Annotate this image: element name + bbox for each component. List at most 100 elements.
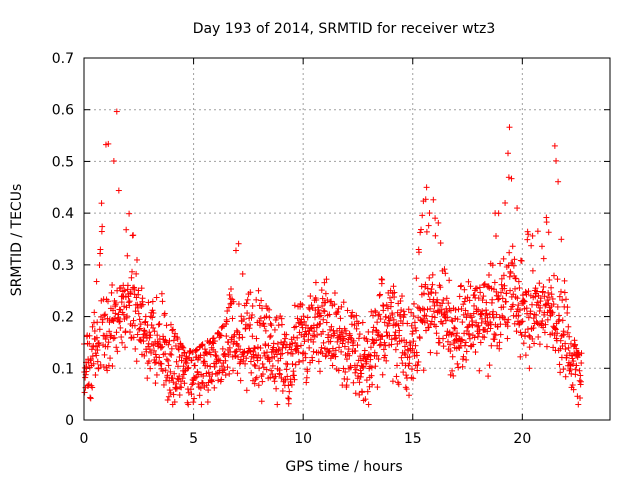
data-point	[405, 362, 412, 369]
data-point	[343, 382, 350, 389]
data-point	[122, 293, 129, 300]
data-point	[530, 315, 537, 322]
data-point	[254, 344, 261, 351]
data-point	[137, 337, 144, 344]
data-point	[255, 382, 262, 389]
data-point	[566, 333, 573, 340]
data-point	[466, 297, 473, 304]
data-point	[122, 328, 129, 335]
data-point	[497, 321, 504, 328]
data-point	[359, 389, 366, 396]
data-point	[564, 309, 571, 316]
data-point	[225, 351, 232, 358]
data-point	[187, 386, 194, 393]
data-point	[321, 308, 328, 315]
data-point	[408, 322, 415, 329]
data-point	[351, 322, 358, 329]
data-point	[558, 236, 565, 243]
data-point	[404, 320, 411, 327]
data-point	[471, 292, 478, 299]
data-point	[554, 276, 561, 283]
data-point	[560, 366, 567, 373]
data-point	[308, 302, 315, 309]
data-point	[141, 328, 148, 335]
data-point	[137, 321, 144, 328]
data-point	[549, 309, 556, 316]
data-point	[461, 286, 468, 293]
data-point	[481, 280, 488, 287]
data-point	[136, 326, 143, 333]
data-point	[136, 316, 143, 323]
data-point	[376, 292, 383, 299]
data-point	[341, 343, 348, 350]
data-point	[500, 304, 507, 311]
data-point	[420, 290, 427, 297]
data-point	[518, 332, 525, 339]
data-point	[527, 308, 534, 315]
data-point	[259, 360, 266, 367]
data-point	[289, 350, 296, 357]
data-point	[205, 387, 212, 394]
data-point	[96, 262, 103, 269]
data-point	[409, 330, 416, 337]
data-point	[431, 314, 438, 321]
data-point	[459, 319, 466, 326]
data-point	[126, 329, 133, 336]
data-point	[256, 365, 263, 372]
y-tick-label: 0.5	[52, 154, 74, 170]
data-point	[261, 323, 268, 330]
data-point	[365, 401, 372, 408]
data-point	[356, 379, 363, 386]
data-point	[171, 333, 178, 340]
data-point	[165, 341, 172, 348]
data-point	[405, 306, 412, 313]
data-point	[113, 329, 120, 336]
data-point	[117, 324, 124, 331]
data-point	[556, 316, 563, 323]
data-point	[376, 311, 383, 318]
data-point	[127, 289, 134, 296]
data-point	[189, 381, 196, 388]
data-point	[387, 294, 394, 301]
data-point	[204, 362, 211, 369]
data-point	[246, 347, 253, 354]
x-tick-label: 0	[80, 431, 89, 447]
data-point	[560, 331, 567, 338]
data-point	[414, 367, 421, 374]
data-point	[526, 332, 533, 339]
data-point	[532, 293, 539, 300]
data-point	[224, 364, 231, 371]
data-point	[451, 324, 458, 331]
data-point	[525, 231, 532, 238]
data-point	[126, 210, 133, 217]
data-point	[302, 350, 309, 357]
data-point	[180, 371, 187, 378]
data-point	[173, 385, 180, 392]
data-point	[141, 319, 148, 326]
data-point	[146, 358, 153, 365]
data-point	[221, 366, 228, 373]
data-point	[340, 299, 347, 306]
data-point	[112, 310, 119, 317]
data-point	[403, 339, 410, 346]
data-point	[319, 328, 326, 335]
data-point	[211, 338, 218, 345]
data-point	[412, 342, 419, 349]
data-point	[230, 298, 237, 305]
data-point	[154, 332, 161, 339]
data-point	[97, 361, 104, 368]
data-point	[226, 291, 233, 298]
data-point	[239, 270, 246, 277]
data-point	[101, 312, 108, 319]
data-point	[456, 293, 463, 300]
data-point	[392, 321, 399, 328]
data-point	[219, 345, 226, 352]
data-point	[491, 336, 498, 343]
data-point	[375, 356, 382, 363]
data-point	[379, 333, 386, 340]
data-point	[505, 316, 512, 323]
data-point	[248, 314, 255, 321]
data-point	[136, 325, 143, 332]
data-point	[477, 339, 484, 346]
